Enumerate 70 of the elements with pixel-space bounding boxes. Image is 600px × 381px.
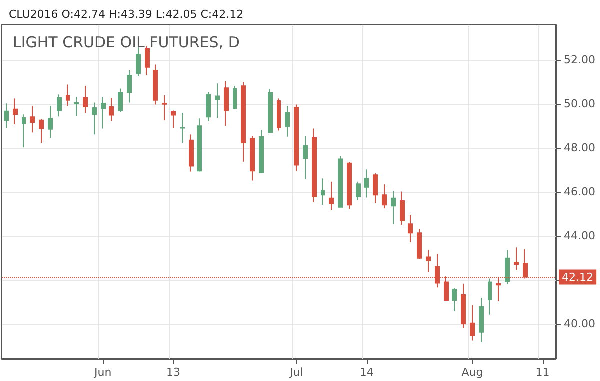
candlestick [250,135,255,182]
candlestick [259,130,264,174]
candlestick [277,98,281,132]
candlestick [461,283,466,329]
x-tick-label: Jun [94,366,112,379]
candlestick [22,114,26,148]
x-tick-label: 11 [536,366,550,379]
candlestick [215,83,220,118]
y-tick-label: 44.00 [564,229,596,242]
x-tick-label: 13 [166,366,180,379]
candlestick [180,112,185,144]
candlestick [153,64,158,106]
candlestick [303,135,308,180]
chart-subtitle: CLU2016 O:42.74 H:43.39 L:42.05 C:42.12 [9,8,244,21]
candlestick [66,84,70,107]
candlestick [408,214,413,243]
candlestick [189,134,194,172]
candlestick [364,169,369,198]
candlestick [417,228,422,260]
candlestick [127,70,132,104]
y-tick-label: 48.00 [564,142,596,155]
candlestick [347,162,352,210]
candlestick [391,190,396,225]
candlestick [382,184,387,209]
candlestick [329,181,334,211]
y-tick-label: 46.00 [564,186,596,198]
candlestick [92,102,97,136]
candlestick [39,118,44,144]
x-tick-label: Aug [462,366,484,379]
y-tick-label: 50.00 [564,98,596,111]
candlestick [505,250,510,285]
candlestick [470,304,475,342]
candlestick [233,86,237,110]
candlestick [452,288,457,312]
candlestick [83,86,88,114]
text: LIGHT CRUDE OIL FUTURES, D [13,34,240,52]
candlestick [479,298,484,343]
candlestick [488,278,492,316]
candlestick [241,82,246,162]
candlestick [206,92,211,122]
candlestick [514,247,519,271]
candlestick [171,110,176,129]
ref-line-label: 42.12 [562,270,594,284]
candlestick [224,80,229,127]
candlestick [356,181,361,201]
candlestick [285,106,290,138]
candlestick [321,178,325,206]
candlestick [338,155,343,208]
candlestick [30,106,35,134]
candlestick [118,88,123,113]
candlestick [268,88,273,134]
y-tick-label: 40.00 [564,317,596,330]
candlestick [426,250,431,273]
candlestick [101,96,106,130]
x-tick-label: 14 [360,366,374,379]
candlestick [74,96,79,116]
candlestick [109,97,114,122]
candlestick [57,94,62,118]
candlestick [13,98,18,126]
y-tick-label: 52.00 [564,54,596,67]
candlestick [294,104,299,172]
candlestick [197,118,202,172]
candlestick [162,94,167,121]
candlestick [400,191,405,226]
candlestick [4,103,9,129]
candlestick [48,106,53,138]
candlestick [145,46,150,76]
candlestick [312,128,317,204]
candlestick [373,173,378,204]
x-tick-label: Jul [288,366,304,379]
